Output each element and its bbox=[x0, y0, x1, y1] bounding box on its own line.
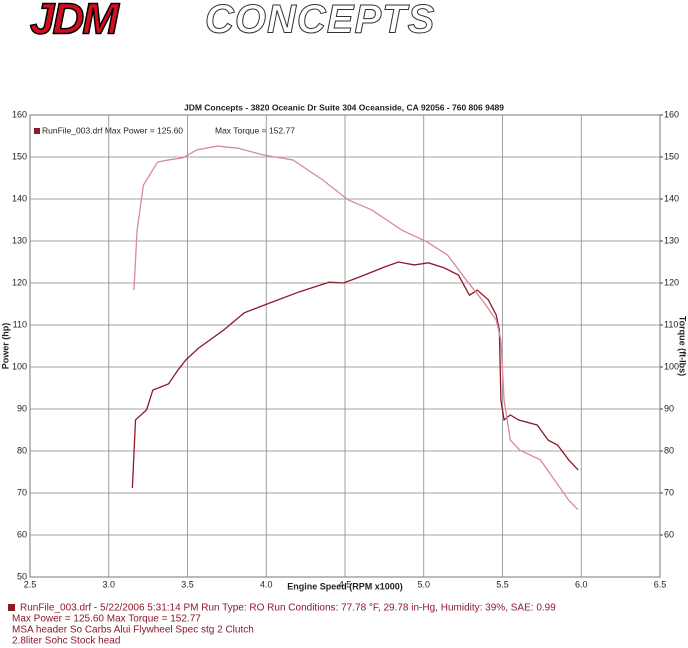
y2-tick-label: 100 bbox=[664, 361, 679, 371]
y-tick-label: 120 bbox=[12, 277, 27, 287]
x-tick-label: 3.5 bbox=[181, 579, 194, 589]
y-tick-label: 150 bbox=[12, 151, 27, 161]
y-tick-label: 100 bbox=[12, 361, 27, 371]
footer-line: Max Power = 125.60 Max Torque = 152.77 bbox=[12, 614, 201, 625]
footer-line: RunFile_003.drf - 5/22/2006 5:31:14 PM R… bbox=[20, 603, 556, 614]
y2-tick-label: 140 bbox=[664, 193, 679, 203]
logo-brand: JDM bbox=[30, 0, 120, 44]
power-torque-line bbox=[131, 261, 579, 488]
x-axis-label: Engine Speed (RPM x1000) bbox=[287, 581, 403, 591]
y-tick-label: 50 bbox=[17, 571, 27, 581]
y-tick-label: 60 bbox=[17, 529, 27, 539]
power-torque-line bbox=[133, 145, 579, 511]
x-tick-label: 4.0 bbox=[260, 579, 273, 589]
legend-text: Max Torque = 152.77 bbox=[215, 125, 295, 135]
y-tick-label: 80 bbox=[17, 445, 27, 455]
x-tick-label: 6.5 bbox=[654, 579, 667, 589]
footer-line: 2.8liter Sohc Stock head bbox=[12, 636, 120, 647]
x-tick-label: 4.5 bbox=[339, 579, 352, 589]
y2-tick-label: 70 bbox=[664, 487, 674, 497]
y-axis-label: Power (hp) bbox=[0, 323, 10, 370]
y2-tick-label: 110 bbox=[664, 319, 678, 329]
y2-tick-label: 60 bbox=[664, 529, 674, 539]
x-tick-label: 5.0 bbox=[417, 579, 430, 589]
y-tick-label: 160 bbox=[12, 109, 27, 119]
chart-title: JDM Concepts - 3820 Oceanic Dr Suite 304… bbox=[184, 102, 504, 112]
legend-swatch bbox=[34, 128, 40, 134]
y-tick-label: 110 bbox=[13, 319, 27, 329]
x-tick-label: 2.5 bbox=[24, 579, 37, 589]
y2-tick-label: 130 bbox=[664, 235, 679, 245]
x-tick-label: 5.5 bbox=[496, 579, 509, 589]
x-tick-label: 6.0 bbox=[575, 579, 588, 589]
y-tick-label: 130 bbox=[12, 235, 27, 245]
legend-text: RunFile_003.drf Max Power = 125.60 bbox=[42, 125, 183, 135]
y2-axis-label: Torque (ft-lbs) bbox=[678, 316, 688, 376]
x-tick-label: 3.0 bbox=[102, 579, 115, 589]
y-tick-label: 70 bbox=[17, 487, 27, 497]
footer-swatch bbox=[8, 604, 15, 611]
y2-tick-label: 160 bbox=[664, 109, 679, 119]
y2-tick-label: 80 bbox=[664, 445, 674, 455]
y2-tick-label: 120 bbox=[664, 277, 679, 287]
y-tick-label: 140 bbox=[12, 193, 27, 203]
y-tick-label: 90 bbox=[17, 403, 27, 413]
y2-tick-label: 90 bbox=[664, 403, 674, 413]
footer-line: MSA header So Carbs Alui Flywheel Spec s… bbox=[12, 625, 254, 636]
logo-word: CONCEPTS bbox=[205, 0, 435, 42]
y2-tick-label: 150 bbox=[664, 151, 679, 161]
